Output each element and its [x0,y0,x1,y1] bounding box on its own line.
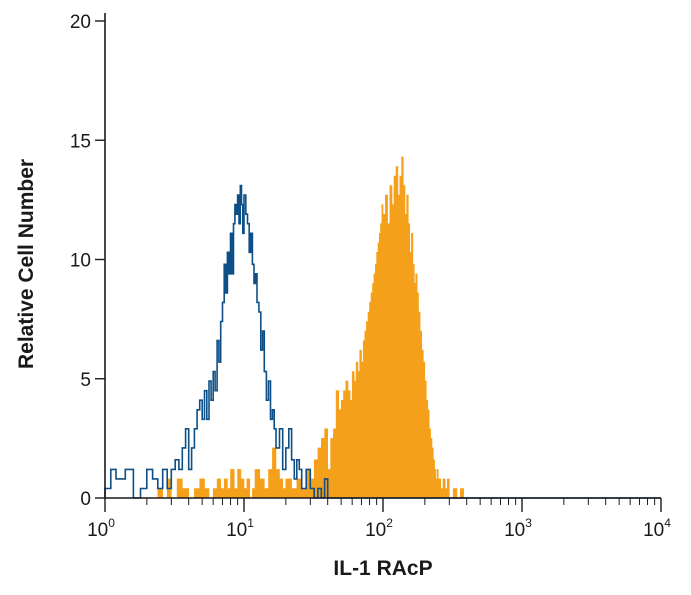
x-tick-label: 100 [87,516,115,541]
x-tick-label-exponent: 0 [108,516,115,530]
x-axis-title: IL-1 RAcP [333,557,432,580]
y-tick-label: 5 [80,370,91,391]
x-tick-label-exponent: 1 [247,516,254,530]
plot-series [104,156,661,499]
x-tick-label-base: 10 [87,520,108,541]
y-axis-title: Relative Cell Number [15,159,38,369]
y-tick-label: 10 [70,251,91,272]
y-tick-label: 0 [80,489,91,510]
x-tick-label-exponent: 2 [386,516,393,530]
y-tick-label: 20 [70,12,91,33]
x-tick-label: 103 [504,516,532,541]
x-tick-label-exponent: 3 [525,516,532,530]
y-tick-label: 15 [70,131,91,152]
x-tick-label-base: 10 [504,520,525,541]
x-tick-label: 104 [643,516,671,541]
series-outline-histogram [104,184,661,499]
x-tick-label: 102 [365,516,393,541]
series-filled-histogram [105,156,661,499]
x-tick-label-base: 10 [365,520,386,541]
x-tick-label-base: 10 [643,520,664,541]
x-tick-label: 101 [226,516,254,541]
axes [95,13,662,512]
x-tick-label-exponent: 4 [664,516,671,530]
x-tick-label-base: 10 [226,520,247,541]
